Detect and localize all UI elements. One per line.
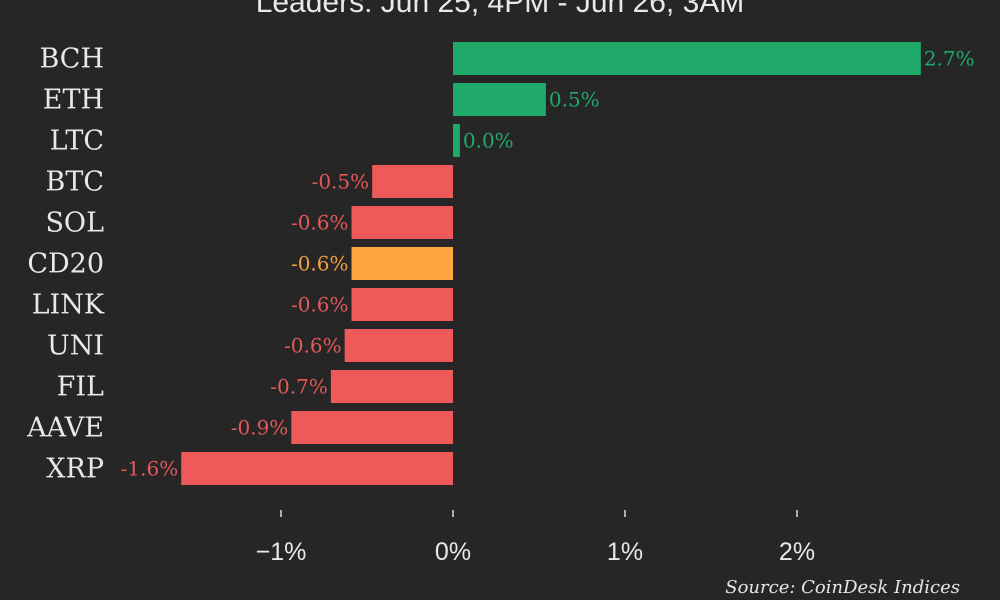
category-label-link: LINK <box>32 290 105 321</box>
bar-eth <box>453 83 546 116</box>
x-tick-label-2: 1% <box>607 538 643 566</box>
data-label-cd20: -0.6% <box>291 252 349 276</box>
data-label-aave: -0.9% <box>231 416 289 440</box>
data-label-xrp: -1.6% <box>121 457 179 481</box>
bar-aave <box>291 411 453 444</box>
data-label-fil: -0.7% <box>270 375 328 399</box>
x-tick-label-1: 0% <box>435 538 471 566</box>
category-label-ltc: LTC <box>50 126 104 157</box>
category-label-uni: UNI <box>47 331 104 362</box>
chart-title: Leaders: Jun 25, 4PM - Jun 26, 3AM <box>255 0 745 19</box>
category-label-sol: SOL <box>45 208 104 239</box>
category-label-btc: BTC <box>45 167 104 198</box>
data-label-btc: -0.5% <box>312 170 370 194</box>
bar-ltc <box>453 124 460 157</box>
x-tick-label-0: −1% <box>256 538 307 566</box>
bar-uni <box>344 329 453 362</box>
bar-sol <box>351 206 453 239</box>
bar-bch <box>453 42 921 75</box>
data-label-bch: 2.7% <box>924 47 975 71</box>
category-label-eth: ETH <box>43 85 104 116</box>
data-label-uni: -0.6% <box>284 334 342 358</box>
bar-cd20 <box>351 247 453 280</box>
data-label-sol: -0.6% <box>291 211 349 235</box>
x-tick-label-3: 2% <box>779 538 815 566</box>
bar-fil <box>330 370 453 403</box>
category-label-bch: BCH <box>39 44 104 75</box>
category-label-cd20: CD20 <box>27 249 104 280</box>
bar-btc <box>372 165 453 198</box>
category-label-fil: FIL <box>57 372 104 403</box>
bar-xrp <box>181 452 454 485</box>
data-label-ltc: 0.0% <box>463 129 514 153</box>
category-label-aave: AAVE <box>26 413 104 444</box>
data-label-link: -0.6% <box>291 293 349 317</box>
data-label-eth: 0.5% <box>549 88 600 112</box>
category-label-xrp: XRP <box>46 454 104 485</box>
bar-link <box>351 288 453 321</box>
source-note: Source: CoinDesk Indices <box>725 577 960 598</box>
